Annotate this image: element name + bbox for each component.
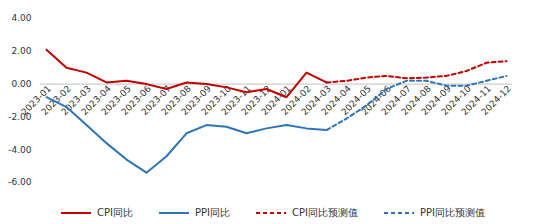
svg-text:-2.00: -2.00 [8, 111, 32, 122]
svg-text:4.00: 4.00 [11, 13, 31, 23]
svg-text:2024-07: 2024-07 [379, 83, 413, 118]
svg-text:2023-05: 2023-05 [99, 83, 133, 118]
svg-text:2023-11: 2023-11 [219, 83, 253, 118]
svg-text:2024-08: 2024-08 [399, 83, 433, 118]
svg-text:2023-03: 2023-03 [59, 83, 93, 118]
svg-text:2023-07: 2023-07 [139, 83, 173, 118]
svg-text:2023-12: 2023-12 [239, 83, 273, 118]
svg-text:2024-09: 2024-09 [419, 83, 453, 118]
html-text:CPI同比: CPI同比 [97, 207, 133, 218]
svg-text:2023-10: 2023-10 [199, 83, 233, 118]
svg-text:2023-09: 2023-09 [179, 83, 213, 118]
html-text:CPI同比预测值: CPI同比预测值 [292, 207, 358, 218]
html-text:PPI同比: PPI同比 [195, 207, 230, 218]
svg-text:-4.00: -4.00 [8, 145, 32, 155]
svg-text:2024-03: 2024-03 [299, 83, 333, 118]
svg-text:2023-06: 2023-06 [119, 83, 153, 118]
svg-text:2024-01: 2024-01 [259, 83, 293, 118]
svg-text:-6.00: -6.00 [8, 177, 32, 187]
html-text:PPI同比预测值: PPI同比预测值 [420, 207, 485, 218]
svg-text:2024-06: 2024-06 [359, 83, 393, 118]
svg-text:2024-05: 2024-05 [339, 83, 373, 118]
svg-text:2024-02: 2024-02 [279, 83, 313, 118]
svg-text:2.00: 2.00 [11, 46, 31, 56]
svg-text:2024-10: 2024-10 [439, 83, 473, 118]
svg-text:2024-12: 2024-12 [479, 83, 513, 117]
svg-text:2023-02: 2023-02 [39, 83, 73, 118]
svg-text:2024-04: 2024-04 [319, 83, 353, 118]
svg-text:2023-01: 2023-01 [19, 83, 53, 118]
svg-text:2023-04: 2023-04 [79, 83, 113, 118]
svg-text:0.00: 0.00 [11, 79, 31, 89]
svg-text:2023-08: 2023-08 [159, 83, 193, 118]
svg-text:2024-11: 2024-11 [459, 83, 493, 118]
